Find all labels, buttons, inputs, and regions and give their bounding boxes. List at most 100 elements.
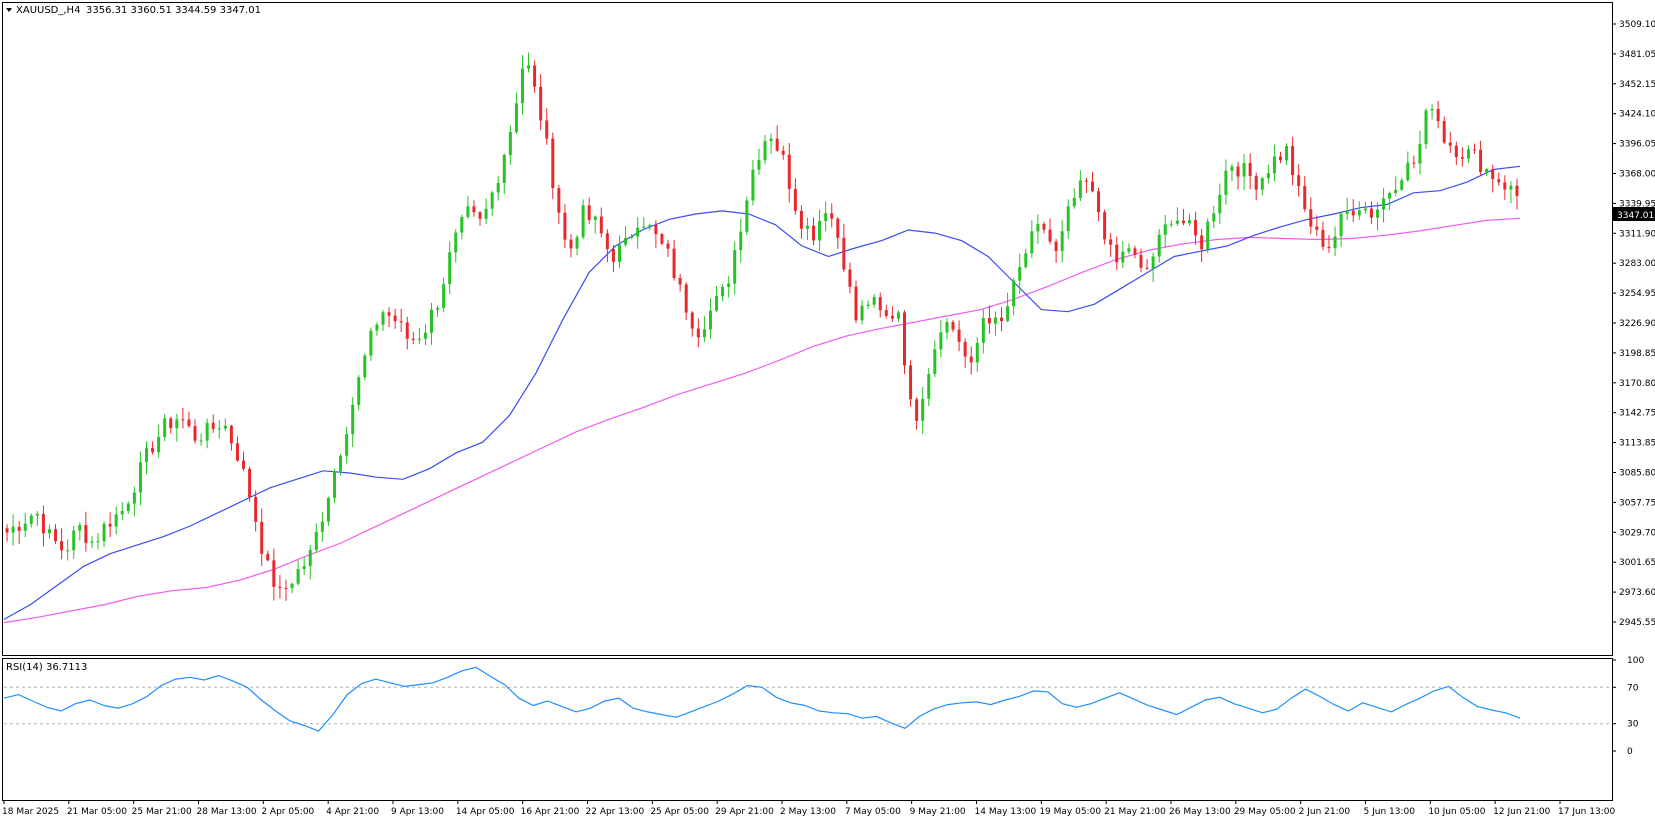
bear-candle bbox=[884, 310, 888, 316]
time-tick-label: 4 Apr 21:00 bbox=[326, 807, 379, 817]
bull-candle bbox=[290, 583, 294, 589]
ma-slow-line bbox=[3, 217, 1521, 624]
bull-candle bbox=[745, 200, 749, 232]
bull-candle bbox=[1006, 306, 1010, 322]
rsi-tick-label: 30 bbox=[1627, 720, 1639, 730]
bear-candle bbox=[272, 560, 276, 587]
bear-candle bbox=[696, 328, 700, 338]
bull-candle bbox=[508, 131, 512, 155]
rsi-panel: 100 70 30 0 RSI(14) 36.7113 bbox=[2, 656, 1644, 801]
bear-candle bbox=[957, 329, 961, 342]
bull-candle bbox=[332, 471, 336, 498]
price-tick-label: 3452.15 bbox=[1619, 80, 1655, 90]
price-tick-label: 2945.55 bbox=[1619, 618, 1655, 628]
bull-candle bbox=[102, 523, 106, 542]
bear-candle bbox=[915, 399, 919, 421]
bear-candle bbox=[539, 86, 543, 121]
bull-candle bbox=[132, 492, 136, 504]
bull-candle bbox=[381, 312, 385, 325]
price-tick-label: 2973.60 bbox=[1619, 588, 1655, 598]
time-tick-label: 25 Mar 21:00 bbox=[132, 807, 192, 817]
price-tick-label: 3254.95 bbox=[1619, 289, 1655, 299]
bull-candle bbox=[1388, 192, 1392, 199]
bear-candle bbox=[1515, 185, 1519, 196]
bear-candle bbox=[1048, 229, 1052, 242]
bear-candle bbox=[399, 321, 403, 323]
bear-candle bbox=[1042, 223, 1046, 230]
bull-candle bbox=[1272, 156, 1276, 174]
bear-candle bbox=[1000, 317, 1004, 322]
bull-candle bbox=[369, 330, 373, 356]
time-tick-label: 7 May 05:00 bbox=[845, 807, 901, 817]
bull-candle bbox=[1466, 149, 1470, 159]
bear-candle bbox=[242, 460, 246, 469]
bull-candle bbox=[1175, 220, 1179, 224]
bear-candle bbox=[909, 365, 913, 400]
rsi-tick-label: 70 bbox=[1627, 683, 1639, 693]
time-tick-label: 25 Apr 05:00 bbox=[650, 807, 709, 817]
bear-candle bbox=[1479, 149, 1483, 173]
bear-candle bbox=[5, 528, 9, 533]
bull-candle bbox=[1151, 256, 1155, 269]
time-tick-label: 17 Jun 13:00 bbox=[1558, 807, 1615, 817]
bull-candle bbox=[1375, 209, 1379, 218]
menu-triangle-icon[interactable] bbox=[6, 8, 12, 12]
bull-candle bbox=[1382, 198, 1386, 210]
bull-candle bbox=[1212, 213, 1216, 222]
bear-candle bbox=[1436, 108, 1440, 122]
bear-candle bbox=[1145, 267, 1149, 269]
bull-candle bbox=[1363, 208, 1367, 211]
bull-candle bbox=[145, 448, 149, 463]
time-tick-label: 21 May 21:00 bbox=[1104, 807, 1166, 817]
bull-candle bbox=[1333, 236, 1337, 249]
bear-candle bbox=[563, 212, 567, 240]
bear-candle bbox=[854, 286, 858, 321]
bull-candle bbox=[1169, 223, 1173, 225]
bear-candle bbox=[1054, 241, 1058, 252]
last-price-label: 3347.01 bbox=[1617, 211, 1654, 221]
bull-candle bbox=[138, 462, 142, 493]
bull-candle bbox=[702, 329, 706, 338]
bear-candle bbox=[660, 234, 664, 244]
rsi-level-lines bbox=[4, 686, 1611, 725]
price-tick-label: 3226.90 bbox=[1619, 319, 1655, 329]
bull-candle bbox=[326, 497, 330, 522]
rsi-line bbox=[3, 666, 1521, 732]
bull-candle bbox=[11, 526, 15, 533]
bear-candle bbox=[1448, 142, 1452, 146]
bull-candle bbox=[1024, 253, 1028, 268]
bear-candle bbox=[229, 425, 233, 444]
bear-candle bbox=[181, 419, 185, 421]
time-tick-label: 2 Apr 05:00 bbox=[261, 807, 314, 817]
bear-candle bbox=[1109, 239, 1113, 245]
bull-candle bbox=[490, 192, 494, 209]
bull-candle bbox=[308, 549, 312, 567]
bear-candle bbox=[393, 315, 397, 322]
bear-candle bbox=[266, 553, 270, 561]
bear-candle bbox=[569, 239, 573, 249]
bear-candle bbox=[1297, 175, 1301, 187]
bear-candle bbox=[654, 224, 658, 235]
bull-candle bbox=[1157, 234, 1161, 257]
bull-candle bbox=[454, 232, 458, 253]
bear-candle bbox=[1327, 246, 1331, 249]
bear-candle bbox=[41, 513, 45, 534]
bull-candle bbox=[1012, 280, 1016, 307]
bear-candle bbox=[1454, 145, 1458, 158]
bull-candle bbox=[981, 317, 985, 343]
price-tick-label: 3283.00 bbox=[1619, 259, 1655, 269]
bear-candle bbox=[17, 526, 21, 531]
bull-candle bbox=[939, 332, 943, 350]
bear-candle bbox=[1103, 212, 1107, 240]
bear-candle bbox=[1369, 208, 1373, 218]
price-tick-label: 3368.00 bbox=[1619, 170, 1655, 180]
bull-candle bbox=[818, 221, 822, 241]
bull-candle bbox=[1127, 248, 1131, 252]
bear-candle bbox=[842, 237, 846, 270]
bear-candle bbox=[278, 586, 282, 588]
bull-candle bbox=[120, 511, 124, 515]
bear-candle bbox=[672, 248, 676, 279]
bull-candle bbox=[96, 541, 100, 543]
bull-candle bbox=[1018, 267, 1022, 281]
